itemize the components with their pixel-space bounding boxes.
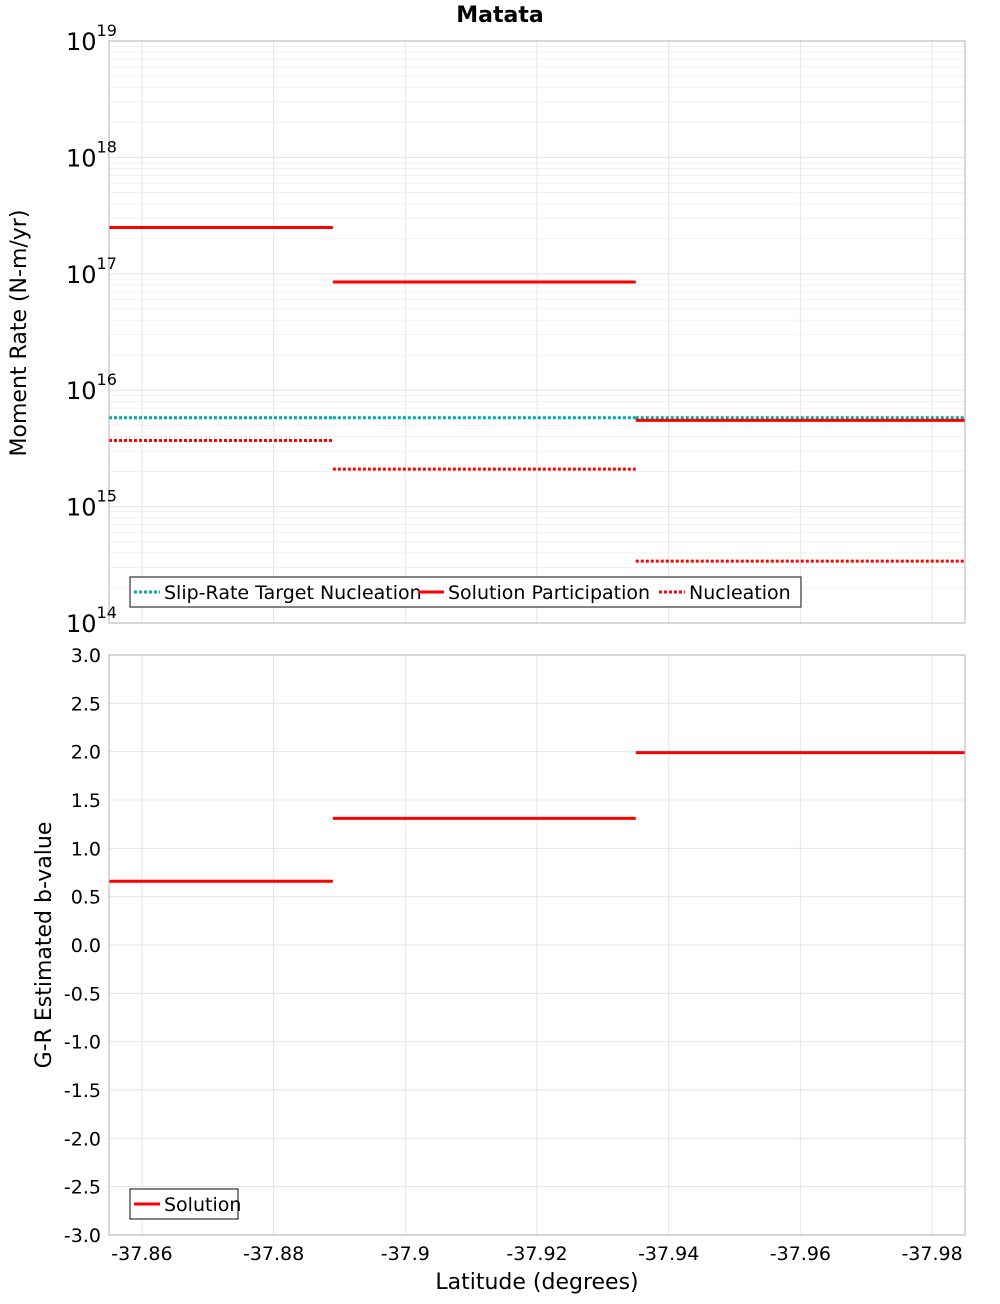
y-axis-label-b-value: G-R Estimated b-value [32,822,57,1069]
y-tick-label: -0.5 [64,983,101,1005]
x-tick-label: -37.9 [381,1243,430,1265]
legend-label: Nucleation [689,582,791,604]
y-tick-label: 1.0 [71,838,101,860]
y-tick-label: 1.5 [71,790,101,812]
y-tick-label: -2.5 [64,1177,101,1199]
legend-label: Slip-Rate Target Nucleation [164,582,422,604]
y-tick-label: 0.0 [71,935,101,957]
y-tick-label: 1014 [66,603,117,638]
y-tick-label: 1015 [66,487,117,522]
x-axis-label: Latitude (degrees) [435,1270,638,1295]
x-tick-label: -37.88 [243,1243,304,1265]
x-tick-label: -37.86 [111,1243,172,1265]
plot-frame [108,40,966,624]
y-tick-label: 1019 [66,21,117,56]
y-tick-label: 1017 [66,254,117,289]
x-tick-label: -37.94 [638,1243,699,1265]
y-tick-label: -2.0 [64,1128,101,1150]
y-tick-label: -1.0 [64,1032,101,1054]
y-tick-label: 2.0 [71,742,101,764]
moment-rate-plot: 1014 1015 1016 1017 1018 1019 Slip-Rate Target… [66,21,966,638]
y-tick-label: -3.0 [64,1225,101,1247]
chart-title: Matata [456,3,543,28]
b-value-plot: 3.0 2.5 2.0 1.5 1.0 0.5 0.0 -0.5 -1.0 -1.5 -2.0 -2.… [64,645,966,1265]
y-tick-label: 2.5 [71,693,101,715]
plot-frame [108,654,966,1236]
x-tick-label: -37.92 [506,1243,567,1265]
x-tick-label: -37.98 [901,1243,962,1265]
legend-box [129,576,802,608]
y-tick-label: 3.0 [71,645,101,667]
legend-label: Solution [164,1194,241,1216]
y-axis-label-moment-rate: Moment Rate (N-m/yr) [7,210,32,457]
y-tick-label: -1.5 [64,1080,101,1102]
y-tick-label: 1018 [66,137,117,172]
y-tick-label: 0.5 [71,887,101,909]
legend-label: Solution Participation [448,582,650,604]
y-tick-label: 1016 [66,370,117,405]
x-tick-label: -37.96 [770,1243,831,1265]
